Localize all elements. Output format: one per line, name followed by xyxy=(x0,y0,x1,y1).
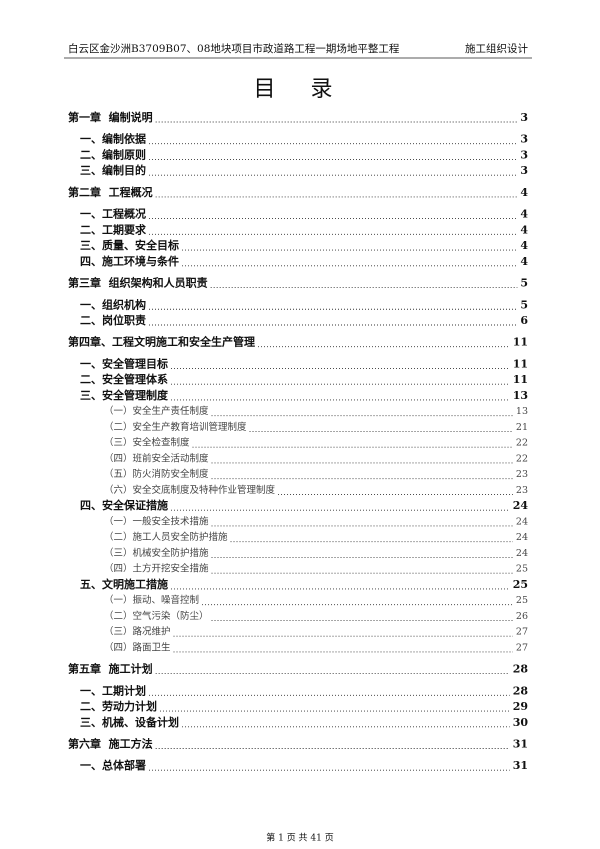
toc-page: 24 xyxy=(516,548,528,559)
toc-page: 31 xyxy=(513,759,528,772)
toc-page: 11 xyxy=(513,357,528,370)
toc-entry: 四、施工环境与条件 xyxy=(80,254,179,268)
toc-entry: （三）机械安全防护措施 xyxy=(104,547,209,559)
toc-entry: （四）班前安全活动制度 xyxy=(104,452,209,464)
toc-entry: 二、岗位职责 xyxy=(80,313,146,327)
toc-page: 30 xyxy=(513,716,529,729)
toc-page: 3 xyxy=(520,111,528,124)
toc-entry: 三、编制目的 xyxy=(80,163,146,177)
toc-entry: 二、劳动力计划 xyxy=(80,699,157,713)
toc-entry: 五、文明施工措施 xyxy=(80,577,168,591)
toc-page: 13 xyxy=(513,389,528,402)
toc-page: 4 xyxy=(520,239,528,252)
toc-page: 4 xyxy=(520,186,528,199)
toc-entry: 第五章 施工计划 xyxy=(68,662,153,676)
toc-page: 28 xyxy=(513,663,529,676)
toc-entry: （五）防火消防安全制度 xyxy=(104,468,209,480)
toc-entry: 三、机械、设备计划 xyxy=(80,715,179,729)
toc-entry: 一、组织机构 xyxy=(80,297,146,311)
toc-entry: 一、安全管理目标 xyxy=(80,356,168,370)
toc-entry: （一）振动、噪音控制 xyxy=(104,594,199,606)
toc-page: 4 xyxy=(520,255,528,268)
toc-page: 25 xyxy=(513,578,528,591)
toc-page: 29 xyxy=(513,700,528,713)
toc-entry: 一、工程概况 xyxy=(80,207,146,221)
toc-page: 3 xyxy=(520,164,528,177)
toc-page: 3 xyxy=(520,148,528,161)
toc-entry: 第四章、工程文明施工和安全生产管理 xyxy=(68,335,255,349)
toc-title: 目 录 xyxy=(254,77,347,102)
toc-entry: 二、编制原则 xyxy=(80,147,146,161)
toc-page: 25 xyxy=(516,595,528,606)
toc-entry: （二）施工人员安全防护措施 xyxy=(104,531,228,543)
toc-page: 11 xyxy=(513,336,528,349)
toc-page: 27 xyxy=(516,642,528,653)
toc-entry: （二）空气污染（防尘） xyxy=(104,610,209,622)
toc-entry: 三、质量、安全目标 xyxy=(80,238,179,252)
toc-page: 22 xyxy=(516,453,528,464)
toc-entry: （一）安全生产责任制度 xyxy=(104,405,209,417)
toc-entry: 第一章 编制说明 xyxy=(68,110,153,124)
toc-entry: 一、总体部署 xyxy=(80,758,146,772)
toc-page: 5 xyxy=(520,298,528,311)
toc-entry: 一、编制依据 xyxy=(80,132,146,146)
toc-entry: 第六章 施工方法 xyxy=(68,737,153,751)
toc-entry: （四）路面卫生 xyxy=(104,641,171,653)
toc-entry: 二、工期要求 xyxy=(80,222,147,236)
toc-page: 5 xyxy=(520,277,528,290)
toc-page: 6 xyxy=(520,314,528,327)
header-left: 白云区金沙洲B3709B07、08地块项目市政道路工程一期场地平整工程 xyxy=(68,42,400,55)
toc-page: 21 xyxy=(516,422,528,433)
toc-entry: 一、工期计划 xyxy=(80,683,146,697)
toc-entry: 第三章 组织架构和人员职责 xyxy=(68,276,208,290)
toc-page: 23 xyxy=(516,485,528,496)
toc-page: 31 xyxy=(513,738,528,751)
toc-page: 24 xyxy=(513,499,529,512)
toc-page: 13 xyxy=(516,406,528,417)
toc-entry: （六）安全交底制度及特种作业管理制度 xyxy=(104,484,276,496)
toc-page: 23 xyxy=(516,469,528,480)
toc-page: 25 xyxy=(516,564,528,575)
toc-page: 4 xyxy=(520,223,528,236)
toc-entry: 三、安全管理制度 xyxy=(80,388,169,402)
footer: 第 1 页 共 41 页 xyxy=(266,832,333,844)
toc-page: 28 xyxy=(513,684,529,697)
toc-entry: （一）一般安全技术措施 xyxy=(104,515,209,527)
toc-entry: （四）土方开挖安全措施 xyxy=(104,563,209,575)
toc-page: 22 xyxy=(516,438,528,449)
toc-entry: （三）安全检查制度 xyxy=(104,437,190,449)
toc-entry: （三）路况维护 xyxy=(104,626,171,638)
toc-entry: 二、安全管理体系 xyxy=(80,372,168,386)
toc-page: 4 xyxy=(520,208,528,221)
toc-page: 24 xyxy=(516,532,528,543)
toc-page: 27 xyxy=(516,627,528,638)
toc-entry: 四、安全保证措施 xyxy=(80,498,168,512)
toc-entry: 第二章 工程概况 xyxy=(68,185,153,199)
toc-page: 24 xyxy=(516,516,528,527)
toc-page: 11 xyxy=(513,373,528,386)
toc-entry: （二）安全生产教育培训管理制度 xyxy=(104,421,247,433)
toc-page: 3 xyxy=(520,133,528,146)
header-right: 施工组织设计 xyxy=(465,42,528,55)
toc-page: 26 xyxy=(516,611,528,622)
